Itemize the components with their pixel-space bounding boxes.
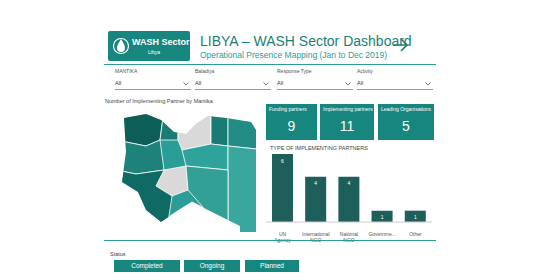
html-text:Response Type: Response Type xyxy=(277,68,312,74)
svg-text:Governme...: Governme... xyxy=(368,231,396,237)
html-text:All: All xyxy=(115,80,122,86)
svg-text:1: 1 xyxy=(414,214,417,220)
svg-text:Other: Other xyxy=(409,231,422,237)
html-text:Completed: Completed xyxy=(131,262,163,269)
html-text:Planned: Planned xyxy=(260,262,284,269)
svg-text:1: 1 xyxy=(381,214,384,220)
svg-text:6: 6 xyxy=(281,158,284,164)
svg-text:4: 4 xyxy=(314,180,317,186)
html-text:All: All xyxy=(357,80,364,86)
html-text:Libya: Libya xyxy=(148,49,160,55)
html-text:5: 5 xyxy=(402,118,410,134)
html-text:TYPE OF IMPLEMENTING PARTNERS: TYPE OF IMPLEMENTING PARTNERS xyxy=(270,145,368,151)
html-text:Operational Presence Mapping (: Operational Presence Mapping (Jan to Dec… xyxy=(200,50,388,60)
html-text:All: All xyxy=(195,80,202,86)
html-text:Status: Status xyxy=(110,251,126,257)
svg-text:NationalNGO: NationalNGO xyxy=(340,231,358,243)
html-text:Ongoing: Ongoing xyxy=(199,262,225,269)
html-text:Implementing partners: Implementing partners xyxy=(323,106,373,112)
svg-text:UNAgency: UNAgency xyxy=(274,231,291,243)
html-text:11: 11 xyxy=(339,118,355,134)
html-text:All: All xyxy=(277,80,284,86)
svg-text:4: 4 xyxy=(347,180,350,186)
html-text:Baladiya: Baladiya xyxy=(195,68,215,74)
html-text:Number of Implementing Partner: Number of Implementing Partner by Mantik… xyxy=(105,98,213,104)
html-text:LIBYA – WASH Sector Dashboard: LIBYA – WASH Sector Dashboard xyxy=(200,33,412,49)
html-text:WASH Sector: WASH Sector xyxy=(132,37,190,47)
html-text:MANTIKA: MANTIKA xyxy=(115,68,138,74)
html-text:9: 9 xyxy=(287,118,296,134)
svg-text:InternationalNGO: InternationalNGO xyxy=(302,231,330,243)
html-text:Activity: Activity xyxy=(357,68,373,74)
html-text:Leading Organisations: Leading Organisations xyxy=(381,106,431,112)
html-text:Funding partners: Funding partners xyxy=(269,106,307,112)
